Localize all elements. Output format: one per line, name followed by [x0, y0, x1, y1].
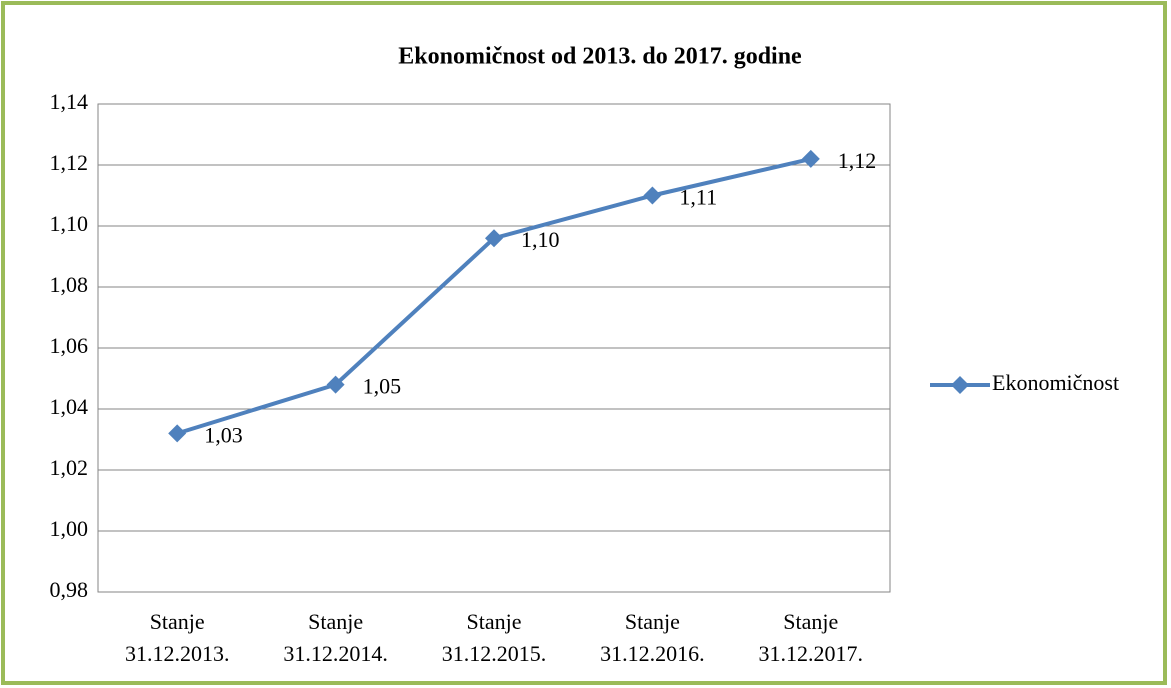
marker	[643, 186, 662, 205]
marker	[326, 375, 345, 394]
x-tick-label: Stanje 31.12.2017.	[759, 609, 864, 666]
data-label: 1,12	[838, 148, 877, 173]
y-tick-label: 1,04	[50, 394, 89, 419]
data-label: 1,03	[204, 422, 243, 447]
y-tick-label: 1,08	[50, 272, 89, 297]
y-tick-label: 1,02	[50, 455, 89, 480]
x-tick-label: Stanje 31.12.2016.	[600, 609, 705, 666]
y-tick-label: 1,12	[50, 150, 89, 175]
marker	[168, 424, 187, 443]
y-tick-label: 1,10	[50, 211, 89, 236]
x-tick-label: Stanje 31.12.2013.	[125, 609, 230, 666]
legend-label: Ekonomičnost	[992, 370, 1119, 395]
x-tick-label: Stanje 31.12.2014.	[283, 609, 388, 666]
y-tick-label: 0,98	[50, 577, 89, 602]
data-label: 1,11	[679, 185, 717, 210]
marker	[801, 149, 820, 168]
y-tick-label: 1,14	[50, 89, 89, 114]
y-tick-label: 1,06	[50, 333, 89, 358]
y-tick-label: 1,00	[50, 516, 89, 541]
legend-marker	[951, 376, 969, 394]
x-tick-label: Stanje 31.12.2015.	[442, 609, 547, 666]
plot-border	[97, 103, 891, 593]
chart-title: Ekonomičnost od 2013. do 2017. godine	[398, 44, 802, 70]
data-label: 1,05	[363, 374, 402, 399]
marker	[485, 229, 503, 248]
data-label: 1,10	[521, 227, 560, 252]
